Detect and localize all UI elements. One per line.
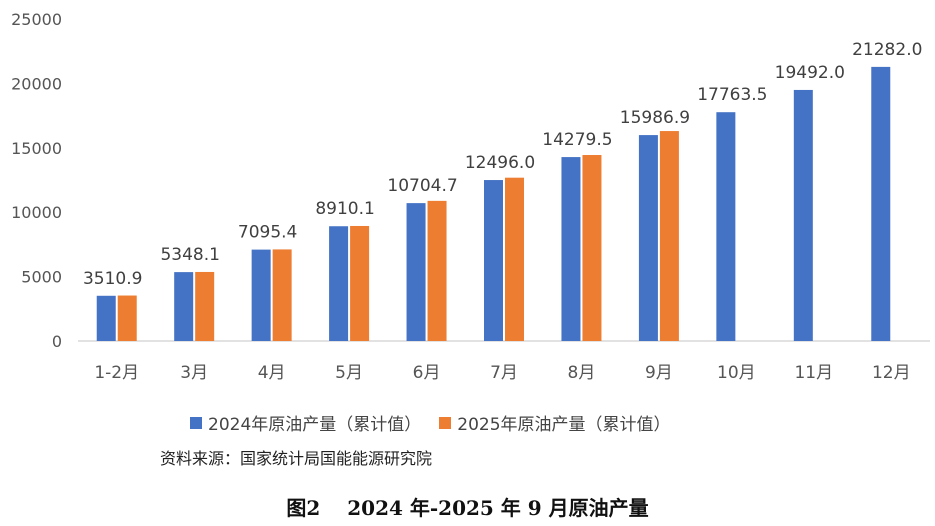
data-label: 8910.1 [315,199,374,219]
x-tick-label: 4月 [258,363,286,383]
bar-2024 [329,226,349,341]
data-label: 14279.5 [542,130,612,150]
y-tick-label: 20000 [11,74,62,93]
bar-2025 [659,131,679,341]
bar-chart: 0 5000 10000 15000 20000 25000 1-2月 3510.9 3月 534… [11,10,930,383]
bar-2024 [561,157,581,341]
bar-2025 [350,225,370,341]
x-tick-label: 9月 [645,363,673,383]
y-tick-label: 10000 [11,203,62,222]
bar-2024 [716,112,736,342]
legend-swatch-2025 [439,416,452,429]
bar-2024 [484,180,503,341]
x-tick-label: 7月 [490,363,518,383]
bar-2025 [272,249,292,341]
data-label: 5348.1 [160,245,219,265]
data-label: 21282.0 [852,40,922,60]
bar-2024 [638,135,658,341]
x-tick-label: 8月 [568,363,596,383]
data-label: 7095.4 [238,223,297,243]
y-tick-label: 5000 [21,268,62,287]
bar-2025 [117,295,137,341]
x-tick-label: 3月 [180,363,208,383]
data-label: 19492.0 [775,63,845,83]
bar-2024 [406,203,426,341]
bar-2025 [505,177,524,341]
bar-2025 [427,200,447,341]
bar-2025 [195,271,215,341]
legend: 2024年原油产量（累计值） 2025年原油产量（累计值） [190,410,671,435]
data-label: 17763.5 [697,85,767,105]
bar-2024 [251,249,271,341]
x-tick-label: 1-2月 [94,363,139,383]
bar-2024 [174,272,194,341]
x-tick-label: 10月 [717,363,756,383]
legend-swatch-2024 [190,416,202,429]
legend-item-2024: 2024年原油产量（累计值） [190,410,421,435]
data-label: 12496.0 [465,153,535,173]
legend-label-2024: 2024年原油产量（累计值） [208,415,422,435]
data-label: 3510.9 [83,269,142,289]
y-tick-label: 25000 [11,10,62,29]
bar-2024 [793,89,813,341]
legend-label-2025: 2025年原油产量（累计值） [457,415,671,435]
y-tick-label: 0 [52,332,62,351]
x-tick-label: 6月 [413,363,441,383]
source-note: 资料来源：国家统计局国能能源研究院 [160,449,433,468]
figure-caption: 图2 2024 年-2025 年 9 月原油产量 [286,496,649,520]
x-tick-label: 5月 [335,363,363,383]
data-label: 15986.9 [620,108,690,128]
bar-2024 [96,295,116,341]
x-tick-label: 11月 [794,363,833,383]
data-label: 10704.7 [387,176,457,196]
bar-2025 [582,155,602,341]
y-tick-label: 15000 [11,139,62,158]
legend-item-2025: 2025年原油产量（累计值） [439,410,671,435]
x-tick-label: 12月 [872,363,911,383]
bar-2024 [871,66,891,341]
